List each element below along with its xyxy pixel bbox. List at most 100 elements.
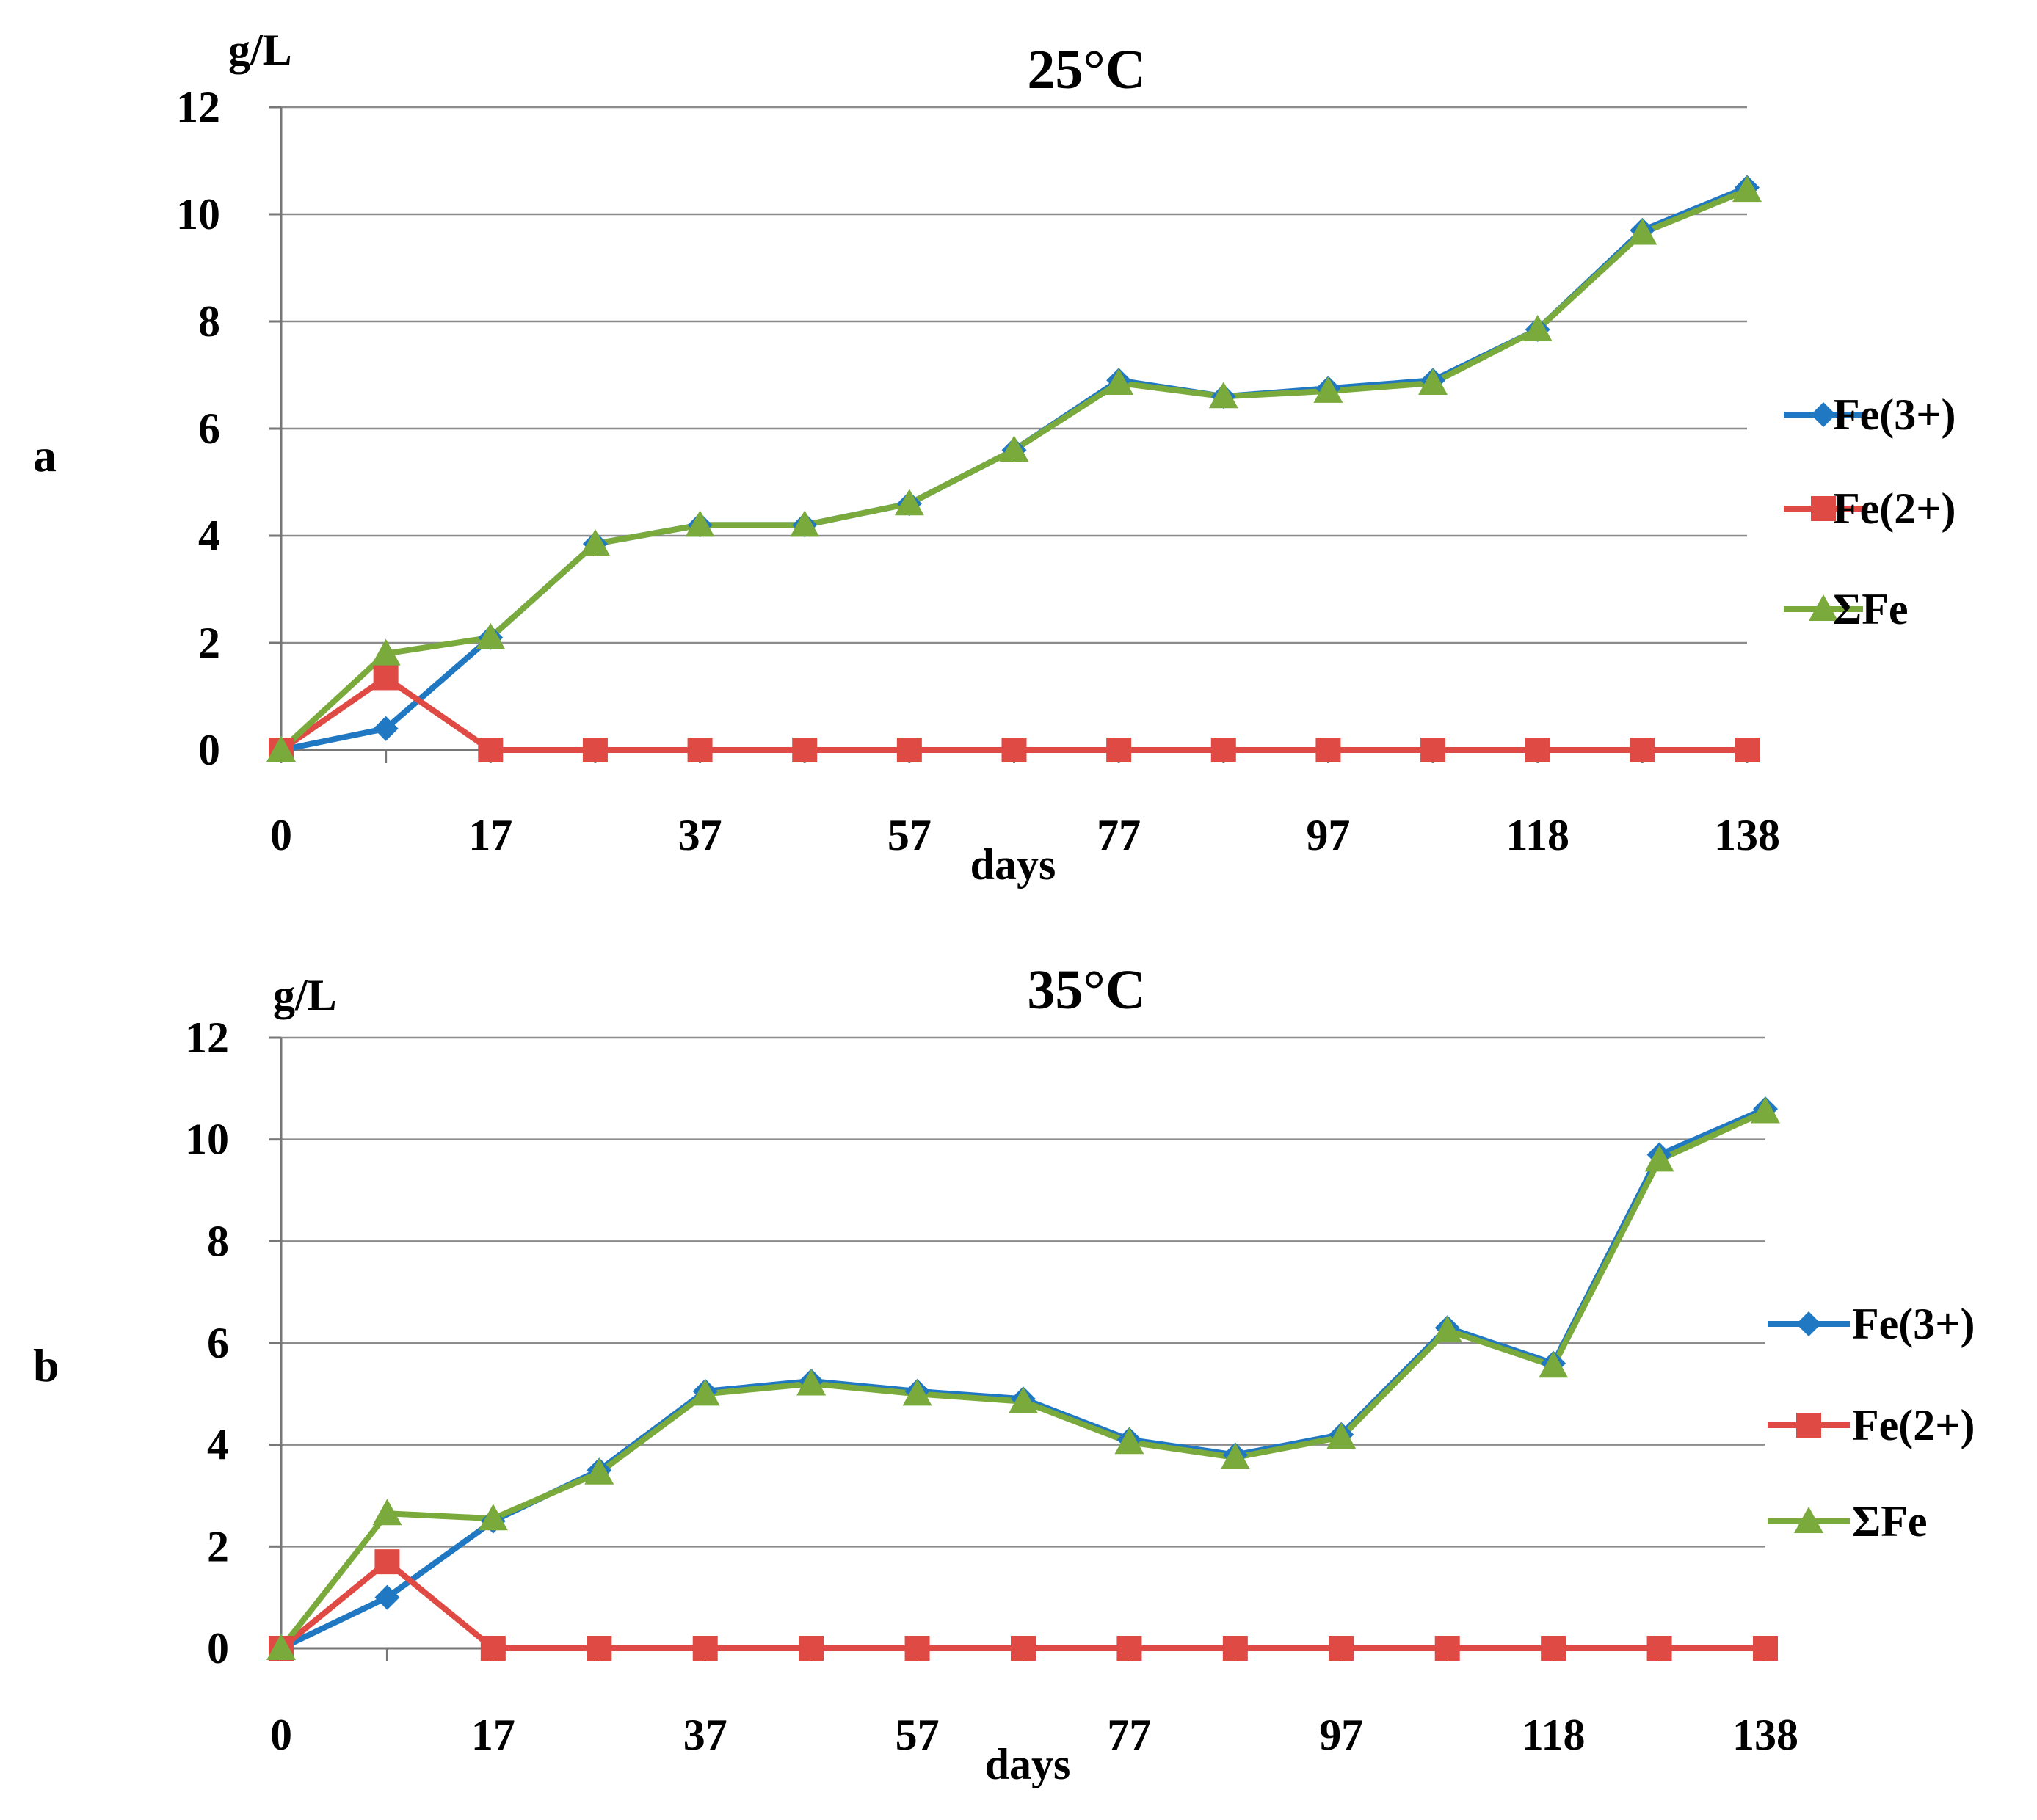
- legend-marker-triangle: [1809, 594, 1838, 621]
- data-point-triangle: [1751, 1096, 1780, 1124]
- data-point-triangle: [478, 1504, 508, 1531]
- y-tick-label: 4: [198, 512, 220, 560]
- data-point-triangle: [690, 1379, 720, 1406]
- data-point-triangle: [1432, 1315, 1462, 1342]
- series-line-diamond: [280, 184, 1749, 753]
- x-tick-label: 138: [1732, 1711, 1798, 1759]
- x-tick-label: 57: [887, 811, 932, 859]
- y-tick-label: 12: [185, 1013, 229, 1062]
- data-point-square: [480, 1636, 506, 1661]
- data-point-square: [692, 1636, 718, 1661]
- data-point-triangle: [476, 622, 506, 649]
- x-tick-label: 97: [1306, 811, 1350, 859]
- data-point-square: [904, 1636, 930, 1661]
- data-point-square: [1329, 1636, 1354, 1661]
- x-axis-label: days: [970, 840, 1056, 889]
- x-tick-label: 118: [1522, 1711, 1586, 1759]
- legend-marker-diamond: [1811, 402, 1836, 427]
- x-tick-label: 37: [683, 1711, 727, 1759]
- y-axis-label: g/L: [273, 971, 337, 1019]
- data-point-square: [799, 1636, 824, 1661]
- data-point-triangle: [1732, 175, 1762, 203]
- data-point-triangle: [902, 1379, 932, 1406]
- x-tick-label: 97: [1319, 1711, 1363, 1759]
- legend-marker-square: [1796, 1413, 1821, 1438]
- data-point-triangle: [371, 638, 401, 666]
- legend-label: Fe(3+): [1833, 390, 1956, 439]
- x-tick-label: 77: [1107, 1711, 1151, 1759]
- legend-marker-diamond: [1796, 1311, 1821, 1336]
- y-tick-label: 10: [176, 190, 220, 239]
- y-tick-label: 12: [176, 83, 220, 131]
- series-line-triangle: [278, 1108, 1767, 1650]
- y-tick-label: 10: [185, 1115, 229, 1164]
- x-tick-label: 138: [1714, 811, 1780, 859]
- data-point-diamond: [373, 716, 399, 741]
- x-tick-label: 118: [1506, 811, 1569, 859]
- data-point-square: [896, 738, 922, 762]
- data-point-square: [1630, 738, 1655, 762]
- data-point-square: [1210, 738, 1236, 762]
- data-point-square: [373, 665, 399, 691]
- data-point-triangle: [1644, 1145, 1674, 1172]
- legend-label: ΣFe: [1852, 1497, 1928, 1546]
- chart-title: 35°C: [1027, 959, 1145, 1021]
- data-point-triangle: [1104, 368, 1134, 395]
- data-point-square: [792, 738, 818, 762]
- data-point-square: [1106, 738, 1132, 762]
- data-point-square: [1753, 1636, 1778, 1661]
- panel-label: b: [33, 1339, 59, 1391]
- y-tick-label: 2: [207, 1522, 229, 1570]
- legend-label: ΣFe: [1833, 585, 1909, 633]
- data-point-square: [1315, 738, 1341, 762]
- x-axis-label: days: [985, 1740, 1071, 1788]
- data-point-triangle: [1208, 382, 1238, 409]
- data-point-triangle: [580, 528, 610, 556]
- data-point-triangle: [266, 1634, 296, 1660]
- data-point-square: [1222, 1636, 1248, 1661]
- data-point-triangle: [1627, 218, 1657, 245]
- data-point-triangle: [1326, 1422, 1357, 1449]
- x-tick-label: 77: [1097, 811, 1141, 859]
- data-point-square: [1646, 1636, 1672, 1661]
- legend-label: Fe(3+): [1852, 1300, 1975, 1348]
- data-point-triangle: [1539, 1351, 1569, 1378]
- x-tick-label: 0: [270, 1711, 292, 1759]
- data-point-triangle: [372, 1499, 402, 1526]
- data-point-square: [1420, 738, 1446, 762]
- y-tick-label: 8: [207, 1217, 229, 1265]
- data-point-triangle: [584, 1457, 614, 1485]
- legend-label: Fe(2+): [1833, 484, 1956, 533]
- x-tick-label: 0: [270, 811, 292, 859]
- data-point-triangle: [1009, 1386, 1038, 1413]
- y-tick-label: 0: [207, 1624, 229, 1672]
- chart-title: 25°C: [1027, 39, 1145, 101]
- series-line-triangle: [279, 187, 1749, 752]
- x-tick-label: 37: [678, 811, 722, 859]
- data-point-square: [1735, 738, 1760, 762]
- series-line-square: [279, 1559, 1765, 1651]
- data-point-triangle: [796, 1369, 827, 1396]
- data-point-triangle: [1418, 368, 1448, 395]
- panel-label: a: [33, 429, 57, 481]
- x-tick-label: 57: [896, 1711, 940, 1759]
- chart-panel-a: 0 2 4 6 8 10 12 0 17 37 57 77 97 118 138 25°C g/L days a Fe…: [33, 26, 1956, 889]
- data-point-square: [582, 738, 608, 762]
- legend-marker-square: [1811, 496, 1836, 521]
- y-tick-label: 2: [198, 619, 220, 667]
- data-point-square: [587, 1636, 612, 1661]
- data-point-triangle: [894, 489, 924, 516]
- data-point-triangle: [685, 510, 715, 537]
- data-point-square: [1011, 1636, 1036, 1661]
- data-point-square: [1116, 1636, 1142, 1661]
- data-point-triangle: [999, 435, 1029, 462]
- data-point-square: [1525, 738, 1550, 762]
- data-point-triangle: [1313, 376, 1343, 403]
- data-point-square: [478, 738, 504, 762]
- y-tick-label: 6: [198, 404, 220, 453]
- data-point-triangle: [1114, 1427, 1144, 1455]
- y-tick-label: 0: [198, 726, 220, 774]
- data-point-triangle: [1522, 314, 1553, 341]
- data-point-square: [374, 1549, 400, 1575]
